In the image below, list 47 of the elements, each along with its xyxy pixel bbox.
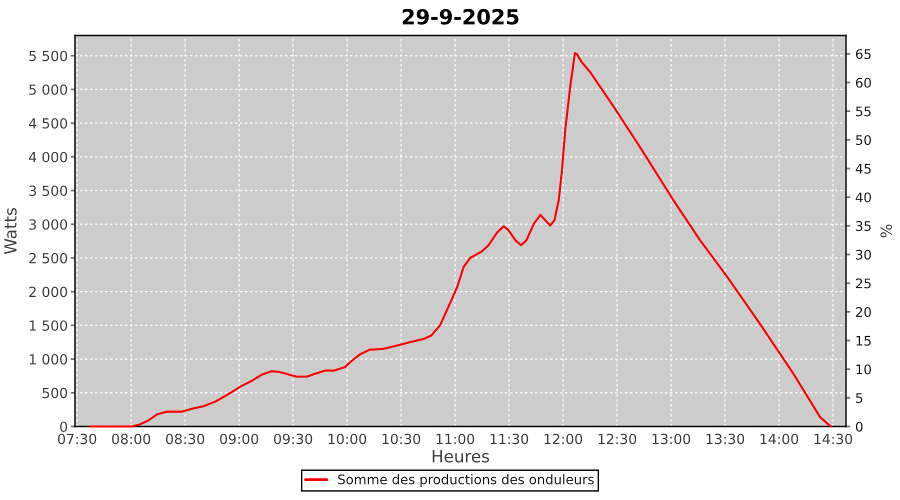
x-tick-label: 13:00 [652, 434, 690, 444]
y2-tick-label: 65 [856, 49, 871, 60]
y-tick-label: 5 000 [29, 84, 68, 95]
x-tick-label: 09:00 [220, 434, 258, 444]
y2-tick-label: 10 [856, 364, 871, 374]
x-tick-label: 14:30 [814, 434, 852, 444]
y2-tick-label: 5 [856, 393, 862, 404]
x-tick-label: 11:30 [490, 434, 528, 444]
y-tick-label: 500 [42, 388, 68, 398]
y2-tick-label: 40 [856, 192, 871, 202]
y2-tick-label: 35 [856, 221, 871, 232]
y-tick-label: 4 500 [28, 118, 68, 129]
line-series [89, 52, 832, 428]
y-tick-label: 2 000 [29, 286, 68, 298]
x-tick-label: 10:00 [328, 434, 366, 444]
x-tick-label: 14:00 [760, 434, 798, 444]
y-tick-label: 2 500 [29, 252, 68, 264]
x-tick-label: 11:00 [436, 434, 474, 444]
y-tick-label: 1 000 [30, 354, 68, 365]
y2-tick-label: 20 [856, 307, 871, 318]
x-tick-label: 12:30 [598, 434, 636, 444]
y-tick-label: 4 000 [28, 152, 68, 162]
y2-tick-label: 15 [856, 336, 871, 346]
y2-tick-label: 45 [856, 164, 871, 174]
x-tick-label: 09:30 [274, 434, 312, 444]
x-tick-label: 07:30 [58, 434, 96, 444]
y-tick-label: 1 500 [30, 320, 68, 331]
chart-title: 29-9-2025 [402, 8, 518, 25]
y-tick-label: 0 [60, 421, 68, 432]
y2-tick-label: 50 [856, 135, 871, 146]
y-tick-label: 3 500 [29, 186, 68, 196]
legend-label: Somme des productions des onduleurs [338, 474, 594, 487]
x-tick-label: 12:00 [544, 434, 582, 444]
y2-tick-label: 60 [856, 78, 871, 88]
y2-axis-title: % [880, 224, 892, 238]
y2-tick-label: 55 [856, 106, 871, 116]
y-tick-label: 3 000 [29, 219, 68, 230]
y2-tick-label: 30 [856, 250, 871, 260]
y2-tick-label: 0 [856, 422, 863, 432]
y2-tick-label: 25 [856, 278, 871, 288]
y-axis-title: Watts [4, 208, 17, 254]
x-tick-label: 08:30 [166, 434, 204, 444]
x-axis-title: Heures [432, 450, 490, 463]
x-tick-label: 08:00 [112, 434, 150, 444]
x-tick-label: 13:30 [706, 434, 744, 444]
x-tick-label: 10:30 [382, 434, 420, 444]
y-tick-label: 5 500 [29, 50, 68, 62]
